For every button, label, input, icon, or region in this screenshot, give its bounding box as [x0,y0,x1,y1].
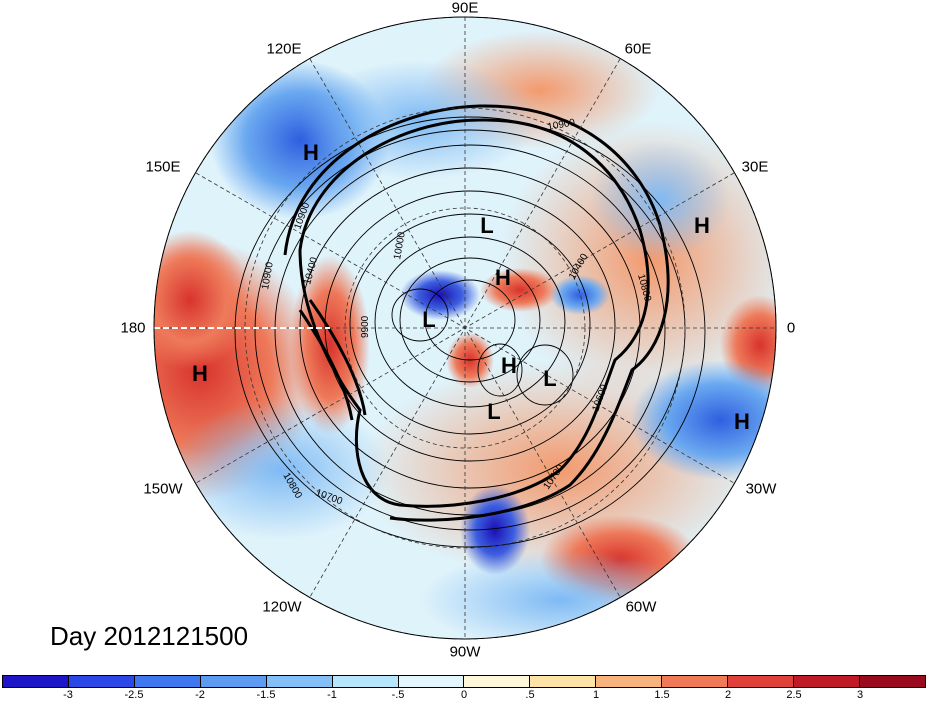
contour-label: 10900 [260,261,276,291]
lon-label-90e: 90E [451,0,479,17]
contour-label: 10000 [392,231,408,261]
colorbar-tick-label: 0 [460,689,468,701]
map-boundary [153,16,777,640]
polar-map: 10900 10900 10800 10900 10400 9900 10600… [153,16,777,640]
colorbar-tick-label: -1.5 [256,689,276,701]
colorbar-swatch [728,676,795,687]
colorbar-tick-label: 3 [856,689,864,701]
lon-label-90w: 90W [449,643,481,661]
colorbar-swatch [794,676,860,687]
colorbar-swatch [464,676,531,687]
lon-label-120e: 120E [266,40,302,58]
colorbar-tick-label: -2 [195,689,205,701]
colorbar-tick-label: -1 [327,689,337,701]
colorbar-swatch [134,676,201,687]
lon-label-30e: 30E [741,158,769,176]
lon-label-60w: 60W [625,598,657,616]
plot-title: Day 2012121500 [50,621,249,651]
colorbar-swatch [266,676,333,687]
colorbar-swatch [662,676,729,687]
low-pressure-marker: L [543,366,557,391]
low-pressure-marker: L [422,307,436,332]
colorbar-swatch [332,676,399,687]
colorbar-tick-label: -3 [63,689,73,701]
high-pressure-marker: H [501,353,517,378]
colorbar-tick-label: -.5 [391,689,405,701]
colorbar-swatch [530,676,597,687]
colorbar-swatch [859,676,925,687]
anomaly-field [154,17,776,639]
lon-label-150e: 150E [145,158,181,176]
high-pressure-marker: H [192,361,208,386]
high-pressure-marker: H [694,213,710,238]
contour-label: 9900 [360,315,371,338]
colorbar-tick-label: -2.5 [124,689,144,701]
high-pressure-marker: H [495,265,511,290]
low-pressure-marker: L [480,213,494,238]
high-pressure-marker: H [303,140,319,165]
lon-label-0: 0 [786,319,796,337]
colorbar-tick-label: 2 [724,689,732,701]
colorbar-tick-label: 1.5 [654,689,670,701]
contour-label: 10900 [547,117,577,133]
colorbar-swatch [200,676,267,687]
colorbar-tick-label: 1 [592,689,600,701]
colorbar-tick-label: .5 [525,689,535,701]
lon-label-150w: 150W [143,480,183,498]
colorbar-tick-label: 2.5 [786,689,802,701]
colorbar [2,675,926,688]
colorbar-swatch [3,676,69,687]
colorbar-swatch [596,676,663,687]
colorbar-swatch [68,676,135,687]
lon-label-180: 180 [120,319,146,337]
lon-label-60e: 60E [624,40,652,58]
lon-label-30w: 30W [745,480,777,498]
high-pressure-marker: H [734,409,750,434]
lon-label-120w: 120W [262,598,302,616]
colorbar-swatch [398,676,465,687]
low-pressure-marker: L [487,399,501,424]
